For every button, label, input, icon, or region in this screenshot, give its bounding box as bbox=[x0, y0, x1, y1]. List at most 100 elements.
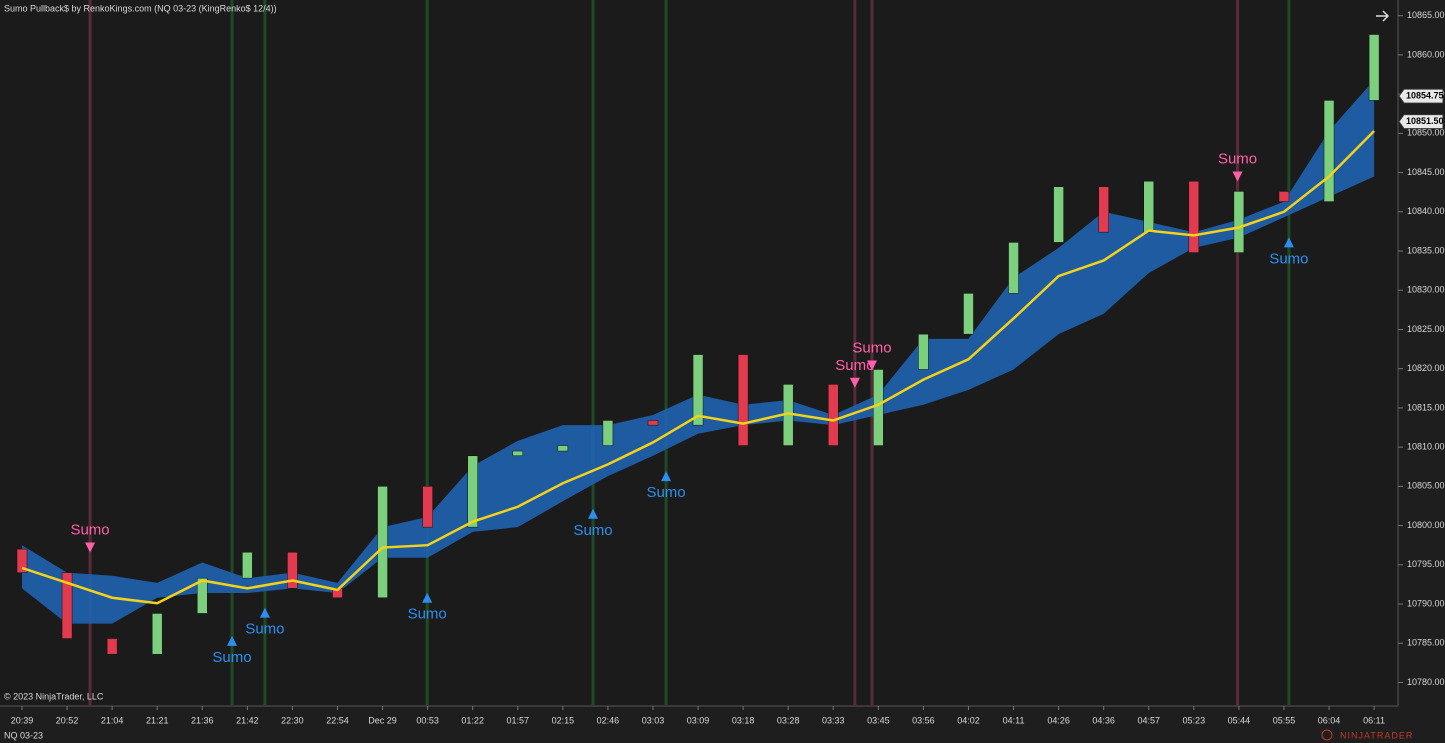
candle bbox=[1143, 180, 1154, 233]
x-tick-label: 04:11 bbox=[1003, 715, 1025, 725]
candle bbox=[692, 354, 704, 426]
y-tick-label: 10860.00 bbox=[1407, 49, 1445, 59]
signal-arrow bbox=[1232, 171, 1243, 182]
x-tick-label: 06:11 bbox=[1363, 715, 1385, 725]
x-tick-label: 03:28 bbox=[777, 715, 800, 725]
signal-label: Sumo bbox=[1218, 150, 1257, 167]
candle bbox=[1368, 34, 1380, 101]
plot-area bbox=[0, 0, 1398, 706]
x-tick-label: 21:36 bbox=[191, 715, 214, 725]
x-tick-label: 03:09 bbox=[687, 715, 710, 725]
candle bbox=[828, 384, 839, 446]
x-tick-label: 02:46 bbox=[597, 715, 620, 725]
candle bbox=[1188, 180, 1200, 253]
y-tick-label: 10805.00 bbox=[1407, 481, 1445, 491]
x-tick-label: 22:30 bbox=[281, 715, 304, 725]
y-tick-label: 10825.00 bbox=[1407, 324, 1445, 334]
y-tick-label: 10865.00 bbox=[1407, 10, 1445, 20]
candle bbox=[602, 420, 614, 446]
signal-label: Sumo bbox=[835, 357, 874, 374]
signal-lines bbox=[88, 0, 1291, 706]
x-tick-label: 20:52 bbox=[56, 715, 79, 725]
x-tick-label: 21:04 bbox=[101, 715, 124, 725]
candle bbox=[557, 445, 569, 452]
y-tick-label: 10815.00 bbox=[1407, 402, 1445, 412]
x-tick-label: 05:44 bbox=[1228, 715, 1251, 725]
signal-arrow bbox=[661, 471, 672, 482]
x-tick-label: 04:26 bbox=[1047, 715, 1070, 725]
candle-layer bbox=[16, 34, 1380, 655]
candle bbox=[873, 369, 884, 446]
x-tick-label: 04:36 bbox=[1092, 715, 1115, 725]
x-tick-label: 01:22 bbox=[461, 715, 484, 725]
signal-arrow bbox=[422, 592, 433, 603]
price-marker bbox=[1398, 114, 1444, 130]
x-tick-label: 21:42 bbox=[236, 715, 259, 725]
signal-arrow bbox=[259, 607, 270, 618]
candle bbox=[422, 486, 433, 528]
brand: NINJATRADER bbox=[1340, 730, 1413, 740]
x-tick-label: 03:33 bbox=[822, 715, 845, 725]
candle bbox=[1323, 100, 1335, 202]
candle bbox=[106, 638, 118, 655]
candle bbox=[918, 333, 929, 370]
price-marker bbox=[1398, 88, 1444, 104]
y-tick-label: 10830.00 bbox=[1407, 285, 1445, 295]
candle bbox=[1098, 186, 1109, 233]
candle bbox=[1233, 191, 1245, 253]
candle bbox=[151, 613, 163, 655]
chart-title: Sumo Pullback$ by RenkoKings.com (NQ 03-… bbox=[4, 3, 277, 13]
signal-arrow bbox=[227, 635, 238, 646]
scroll-arrow[interactable] bbox=[1376, 10, 1390, 22]
x-tick-label: 22:54 bbox=[326, 715, 349, 725]
x-tick-label: 06:04 bbox=[1318, 715, 1341, 725]
candle bbox=[1053, 186, 1064, 243]
brand-logo bbox=[1321, 729, 1333, 741]
candle bbox=[467, 455, 478, 528]
x-tick-label: 00:53 bbox=[416, 715, 439, 725]
x-tick-label: Dec 29 bbox=[368, 715, 397, 725]
x-tick-label: 04:02 bbox=[957, 715, 980, 725]
candle bbox=[61, 572, 73, 639]
signal-arrow bbox=[867, 360, 878, 371]
candle bbox=[377, 486, 388, 598]
candle bbox=[647, 420, 659, 426]
ema-line bbox=[21, 130, 1375, 605]
signal-arrow bbox=[1283, 237, 1294, 248]
signal-arrow bbox=[85, 542, 96, 553]
signal-label: Sumo bbox=[212, 649, 251, 666]
layers: SumoSumoSumoSumoSumoSumoSumoSumoSumoSumo… bbox=[11, 0, 1445, 725]
ema-layer bbox=[21, 130, 1375, 605]
axis-layer: 10780.00 10785.00 10790.00 10795.00 10800.00… bbox=[11, 10, 1445, 725]
x-tick-label: 01:57 bbox=[507, 715, 530, 725]
y-tick-label: 10850.00 bbox=[1407, 128, 1445, 138]
signal-label: Sumo bbox=[408, 606, 447, 623]
x-tick-label: 20:39 bbox=[11, 715, 34, 725]
y-tick-label: 10810.00 bbox=[1407, 442, 1445, 452]
candle bbox=[16, 548, 28, 573]
signal-label: Sumo bbox=[245, 621, 284, 638]
signal-label: Sumo bbox=[852, 340, 891, 357]
x-tick-label: 03:03 bbox=[642, 715, 665, 725]
price-marker-label: 10851.50 bbox=[1406, 116, 1444, 126]
candle bbox=[1008, 242, 1019, 294]
candle bbox=[287, 551, 298, 589]
candle bbox=[242, 551, 253, 579]
signal-label: Sumo bbox=[573, 522, 612, 539]
x-tick-label: 04:57 bbox=[1137, 715, 1160, 725]
signal-arrow bbox=[849, 377, 860, 388]
copyright: © 2023 NinjaTrader, LLC bbox=[4, 691, 104, 701]
x-tick-label: 03:45 bbox=[867, 715, 890, 725]
x-tick-label: 02:15 bbox=[552, 715, 575, 725]
x-tick-label: 05:23 bbox=[1183, 715, 1206, 725]
signal-arrow bbox=[588, 508, 599, 519]
signal-label: Sumo bbox=[70, 522, 109, 539]
y-tick-label: 10845.00 bbox=[1407, 167, 1445, 177]
candle bbox=[197, 577, 208, 614]
y-tick-label: 10795.00 bbox=[1407, 559, 1445, 569]
instrument: NQ 03-23 bbox=[4, 730, 43, 740]
x-tick-label: 05:55 bbox=[1273, 715, 1296, 725]
